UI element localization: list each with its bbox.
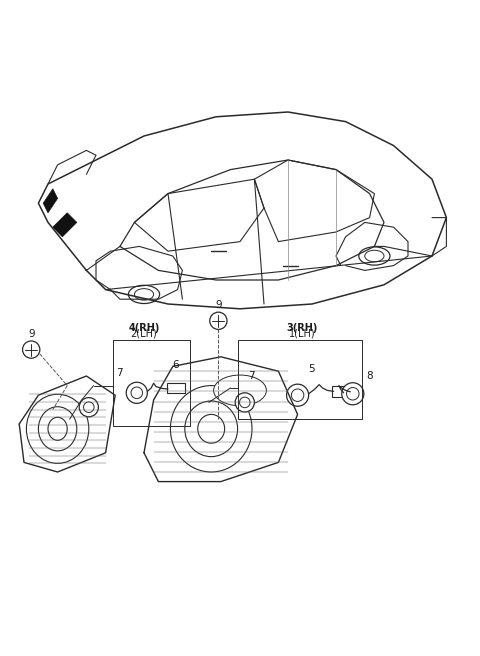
Ellipse shape [214,375,266,406]
Ellipse shape [185,401,238,457]
FancyBboxPatch shape [332,386,352,397]
Polygon shape [43,189,58,213]
Text: 7: 7 [116,369,122,379]
Circle shape [126,382,147,403]
Text: 9: 9 [28,329,35,339]
Circle shape [235,393,254,412]
Circle shape [84,402,94,413]
Text: 3(RH): 3(RH) [287,323,318,333]
Ellipse shape [170,386,252,472]
Bar [113,340,190,426]
Circle shape [210,312,227,329]
Circle shape [23,341,40,358]
FancyBboxPatch shape [167,382,185,394]
Circle shape [287,384,309,406]
Ellipse shape [26,394,89,463]
Circle shape [291,389,304,401]
Text: 8: 8 [366,371,373,380]
Bar [238,340,362,419]
Text: 5: 5 [308,364,314,374]
Circle shape [342,382,364,405]
Text: 2(LH): 2(LH) [131,329,157,338]
Ellipse shape [134,289,154,300]
Polygon shape [53,213,77,237]
Text: 6: 6 [172,360,179,370]
Ellipse shape [359,247,390,265]
Circle shape [131,387,143,399]
Ellipse shape [129,285,159,304]
Text: 7: 7 [248,371,255,380]
Text: 4(RH): 4(RH) [128,323,160,333]
Ellipse shape [48,417,67,440]
Ellipse shape [198,415,225,443]
Ellipse shape [365,250,384,262]
Text: 9: 9 [215,300,222,310]
Text: 1(LH): 1(LH) [289,329,316,338]
Circle shape [240,397,250,407]
Circle shape [79,398,98,417]
Ellipse shape [38,407,77,451]
Circle shape [347,388,359,400]
